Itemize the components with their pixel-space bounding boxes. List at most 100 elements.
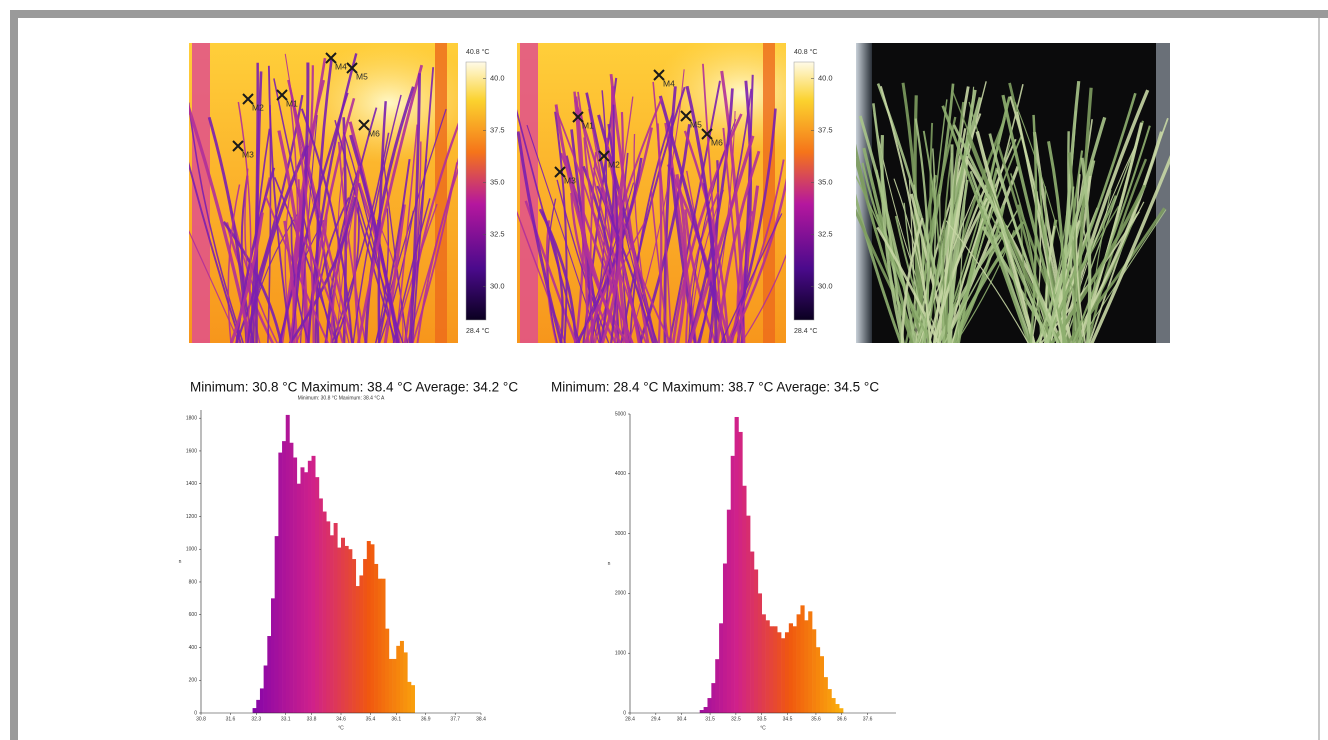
x-tick-label: 37.7 [450, 716, 460, 722]
colorbar-tick-label: 35.0 [818, 178, 833, 187]
bar [411, 685, 415, 713]
marker-label: M1 [286, 98, 298, 108]
x-axis-label: °C [760, 725, 766, 731]
marker-label: M3 [242, 149, 254, 159]
thermal-image [173, 43, 479, 348]
x-tick-label: 37.6 [863, 716, 873, 722]
bar [393, 659, 397, 713]
caption: Minimum: 30.8 °C Maximum: 38.4 °C Averag… [190, 380, 518, 395]
bar [769, 626, 773, 713]
marker-label: M4 [335, 61, 347, 71]
frame-left [10, 10, 18, 740]
bar [824, 677, 828, 713]
bar [707, 698, 711, 713]
bar [293, 457, 297, 713]
bar [820, 656, 824, 713]
bar [378, 579, 382, 713]
bar [704, 707, 708, 713]
y-tick-label: 1600 [186, 448, 197, 454]
bar [400, 641, 404, 713]
bar [407, 682, 411, 713]
colorbar-max-label: 40.8 °C [466, 48, 489, 56]
marker-label: M6 [368, 128, 380, 138]
bar [359, 575, 363, 713]
bar [828, 689, 832, 713]
bar [766, 620, 770, 713]
bar [297, 484, 301, 713]
x-tick-label: 29.4 [651, 716, 661, 722]
marker-label: M4 [663, 78, 675, 88]
y-tick-label: 1000 [186, 547, 197, 553]
bar [835, 704, 839, 713]
bar [742, 486, 746, 713]
bar [808, 611, 812, 713]
y-tick-label: 400 [189, 645, 198, 651]
x-tick-label: 33.1 [281, 716, 291, 722]
bar [278, 453, 282, 713]
y-tick-label: 3000 [615, 531, 626, 537]
x-tick-label: 36.9 [421, 716, 431, 722]
bar [267, 636, 271, 713]
x-tick-label: 35.6 [811, 716, 821, 722]
bar [781, 638, 785, 713]
frame-right [1318, 18, 1320, 740]
bar [389, 659, 393, 713]
x-tick-label: 31.6 [226, 716, 236, 722]
bar [312, 456, 316, 713]
y-axis-label: n [179, 559, 182, 565]
bar [723, 564, 727, 714]
bar [256, 700, 260, 713]
y-tick-label: 1000 [615, 651, 626, 657]
bar [715, 659, 719, 713]
y-tick-label: 5000 [615, 411, 626, 417]
y-tick-label: 2000 [615, 591, 626, 597]
colorbar-max-label: 40.8 °C [794, 48, 817, 56]
bar [727, 510, 731, 713]
bar [348, 549, 352, 713]
colorbar-tick-label: 40.0 [490, 74, 505, 83]
bar [812, 629, 816, 713]
colorbar [794, 62, 814, 320]
bar [738, 432, 742, 713]
marker-label: M6 [711, 137, 723, 147]
bar [735, 417, 739, 713]
y-tick-label: 200 [189, 678, 198, 684]
colorbar-tick-label: 37.5 [490, 126, 505, 135]
x-tick-label: 36.6 [837, 716, 847, 722]
bar [711, 683, 715, 713]
x-tick-label: 30.8 [196, 716, 206, 722]
bar [260, 688, 264, 713]
bar [793, 626, 797, 713]
marker-label: M1 [582, 120, 594, 130]
thermal-strip [192, 43, 210, 343]
bar [289, 443, 293, 713]
bar [831, 698, 835, 713]
x-tick-label: 31.5 [705, 716, 715, 722]
bar [282, 441, 286, 713]
bar [370, 544, 374, 713]
bar [797, 614, 801, 713]
bar [762, 614, 766, 713]
bar [323, 512, 327, 713]
bar [396, 646, 400, 713]
bar [308, 461, 312, 713]
x-tick-label: 33.5 [757, 716, 767, 722]
x-tick-label: 28.4 [625, 716, 635, 722]
bar [319, 498, 323, 713]
bar [271, 598, 275, 713]
x-tick-label: 35.4 [366, 716, 376, 722]
marker-label: M2 [252, 102, 264, 112]
bar [731, 456, 735, 713]
bar [816, 647, 820, 713]
bar [341, 538, 345, 713]
colorbar-min-label: 28.4 °C [466, 327, 489, 335]
bar [275, 536, 279, 713]
y-tick-label: 1400 [186, 481, 197, 487]
plant-photo [838, 43, 1189, 350]
page: { "thermal_images": [ {"colorbar_max": {… [0, 0, 1328, 740]
frame-top [10, 10, 1328, 18]
y-tick-label: 4000 [615, 471, 626, 477]
y-tick-label: 800 [189, 579, 198, 585]
x-tick-label: 33.8 [307, 716, 317, 722]
bar [337, 548, 341, 713]
